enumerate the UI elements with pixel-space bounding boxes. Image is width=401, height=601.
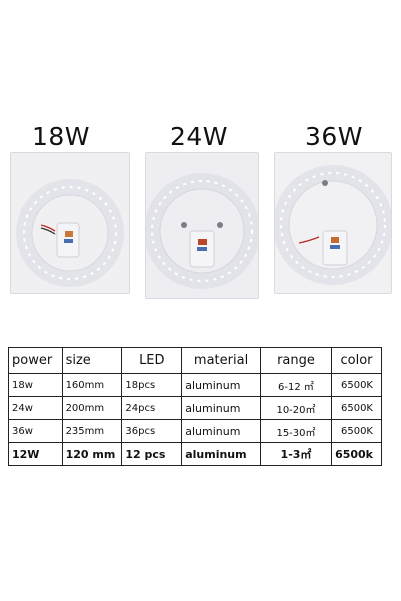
product-photo-36w: [274, 152, 392, 294]
product-photo-18w: [10, 152, 130, 294]
spec-table: power size LED material range color 18w …: [8, 347, 382, 466]
product-title-18w: 18W: [32, 122, 91, 151]
header-power: power: [8, 347, 63, 374]
cell-led: 18pcs: [121, 373, 183, 397]
header-range: range: [259, 347, 333, 374]
cell-range: 10-20㎡: [259, 396, 333, 420]
header-color: color: [331, 347, 382, 374]
product-title-36w: 36W: [305, 122, 364, 151]
cell-power: 12W: [8, 442, 63, 466]
cell-size: 120 mm: [61, 442, 123, 466]
table-row: 12W 120 mm 12 pcs aluminum 1-3㎡ 6500k: [8, 442, 382, 466]
cell-color: 6500K: [331, 419, 382, 443]
table-row: 36w 235mm 36pcs aluminum 15-30㎡ 6500K: [8, 419, 382, 443]
cell-power: 36w: [8, 419, 63, 443]
table-row: 24w 200mm 24pcs aluminum 10-20㎡ 6500K: [8, 396, 382, 420]
cell-color: 6500K: [331, 373, 382, 397]
cell-color: 6500K: [331, 396, 382, 420]
header-material: material: [181, 347, 261, 374]
cell-material: aluminum: [181, 396, 261, 420]
cell-color: 6500k: [331, 442, 382, 466]
cell-material: aluminum: [181, 442, 261, 466]
cell-led: 24pcs: [121, 396, 183, 420]
cell-size: 235mm: [61, 419, 123, 443]
table-header-row: power size LED material range color: [8, 347, 382, 374]
table-row: 18w 160mm 18pcs aluminum 6-12 ㎡ 6500K: [8, 373, 382, 397]
product-photo-24w: [145, 152, 259, 299]
cell-range: 6-12 ㎡: [259, 373, 333, 397]
cell-power: 18w: [8, 373, 63, 397]
cell-size: 160mm: [61, 373, 123, 397]
cell-size: 200mm: [61, 396, 123, 420]
cell-power: 24w: [8, 396, 63, 420]
cell-material: aluminum: [181, 373, 261, 397]
header-led: LED: [121, 347, 183, 374]
cell-range: 1-3㎡: [259, 442, 333, 466]
cell-range: 15-30㎡: [259, 419, 333, 443]
header-size: size: [61, 347, 123, 374]
product-title-24w: 24W: [170, 122, 229, 151]
cell-led: 12 pcs: [121, 442, 183, 466]
cell-material: aluminum: [181, 419, 261, 443]
cell-led: 36pcs: [121, 419, 183, 443]
